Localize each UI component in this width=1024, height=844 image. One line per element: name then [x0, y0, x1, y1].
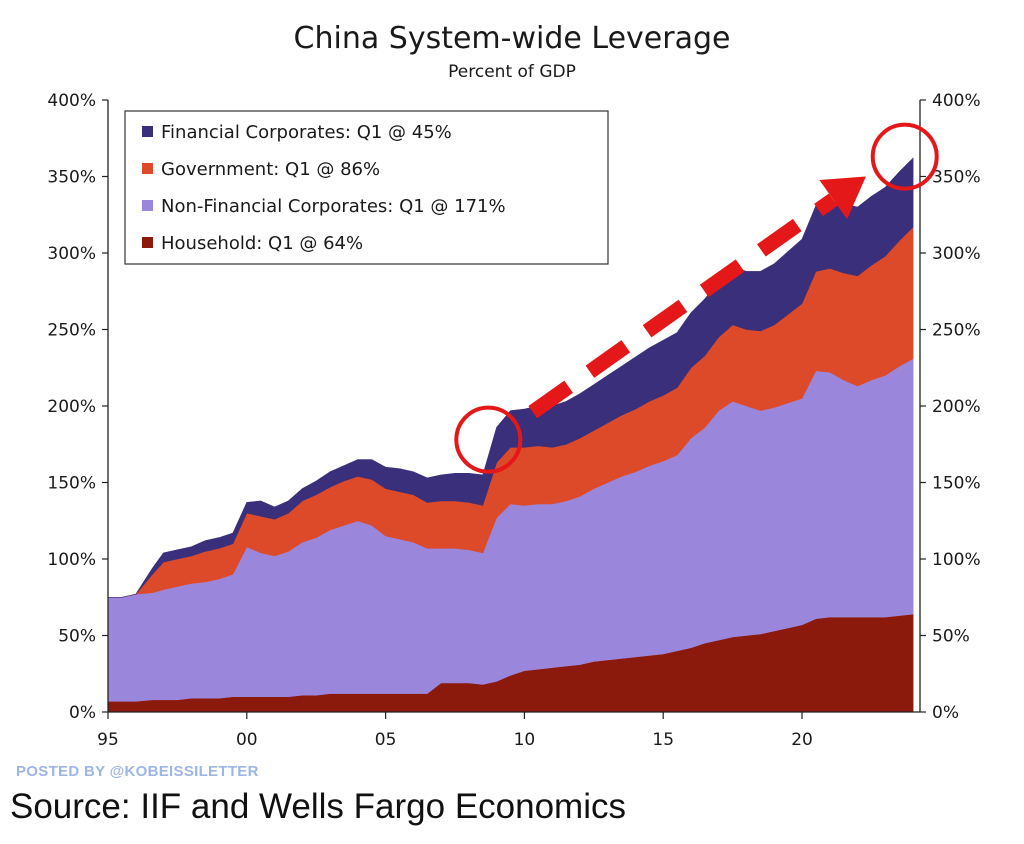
- x-tick-label: 20: [791, 730, 813, 750]
- x-tick-label: 10: [514, 730, 536, 750]
- y-tick-label-right: 400%: [932, 91, 981, 111]
- source-note: Source: IIF and Wells Fargo Economics: [10, 787, 626, 826]
- y-tick-label-left: 100%: [47, 550, 96, 570]
- trend-arrow-line: [528, 193, 838, 419]
- y-tick-label-left: 300%: [47, 244, 96, 264]
- x-tick-label: 15: [652, 730, 674, 750]
- x-tick-label: 95: [97, 730, 119, 750]
- y-tick-label-left: 150%: [47, 474, 96, 494]
- legend-swatch-government: [142, 163, 153, 174]
- y-tick-label-left: 200%: [47, 397, 96, 417]
- highlight-circle: [454, 405, 523, 474]
- legend-label-financial-corporates: Financial Corporates: Q1 @ 45%: [161, 122, 452, 143]
- y-tick-label-right: 350%: [932, 168, 981, 188]
- legend-label-non-financial-corporates: Non-Financial Corporates: Q1 @ 171%: [161, 196, 506, 217]
- y-tick-label-right: 300%: [932, 244, 981, 264]
- legend-box: [124, 110, 609, 265]
- x-tick-label: 00: [236, 730, 258, 750]
- y-tick-label-left: 0%: [69, 703, 96, 723]
- annotations: [454, 122, 939, 474]
- legend-label-household: Household: Q1 @ 64%: [161, 233, 363, 254]
- y-tick-label-left: 250%: [47, 321, 96, 341]
- highlight-circle: [870, 122, 939, 191]
- legend-swatch-household: [142, 237, 153, 248]
- y-tick-label-right: 50%: [932, 627, 970, 647]
- chart-title: China System-wide Leverage: [294, 21, 731, 56]
- legend-swatch-financial-corporates: [142, 126, 153, 137]
- x-tick-label: 05: [375, 730, 397, 750]
- y-tick-label-left: 50%: [58, 627, 96, 647]
- y-tick-label-right: 200%: [932, 397, 981, 417]
- y-tick-label-right: 100%: [932, 550, 981, 570]
- chart-subtitle: Percent of GDP: [448, 62, 576, 82]
- legend-swatch-non-financial-corporates: [142, 200, 153, 211]
- y-tick-label-left: 400%: [47, 91, 96, 111]
- area-financial-corporates: [108, 157, 914, 598]
- legend-label-government: Government: Q1 @ 86%: [161, 159, 380, 180]
- legend: Financial Corporates: Q1 @ 45% Government…: [124, 110, 609, 265]
- area-layers: [107, 157, 914, 713]
- axes: 0% 0% 50% 50% 100% 100% 150% 150% 200% 200% 250% 25…: [47, 91, 980, 750]
- y-tick-label-right: 0%: [932, 703, 959, 723]
- y-tick-label-right: 250%: [932, 321, 981, 341]
- trend-arrow-head: [819, 176, 866, 220]
- y-tick-label-right: 150%: [932, 474, 981, 494]
- posted-by-watermark: POSTED BY @KOBEISSILETTER: [16, 763, 259, 780]
- y-tick-label-left: 350%: [47, 168, 96, 188]
